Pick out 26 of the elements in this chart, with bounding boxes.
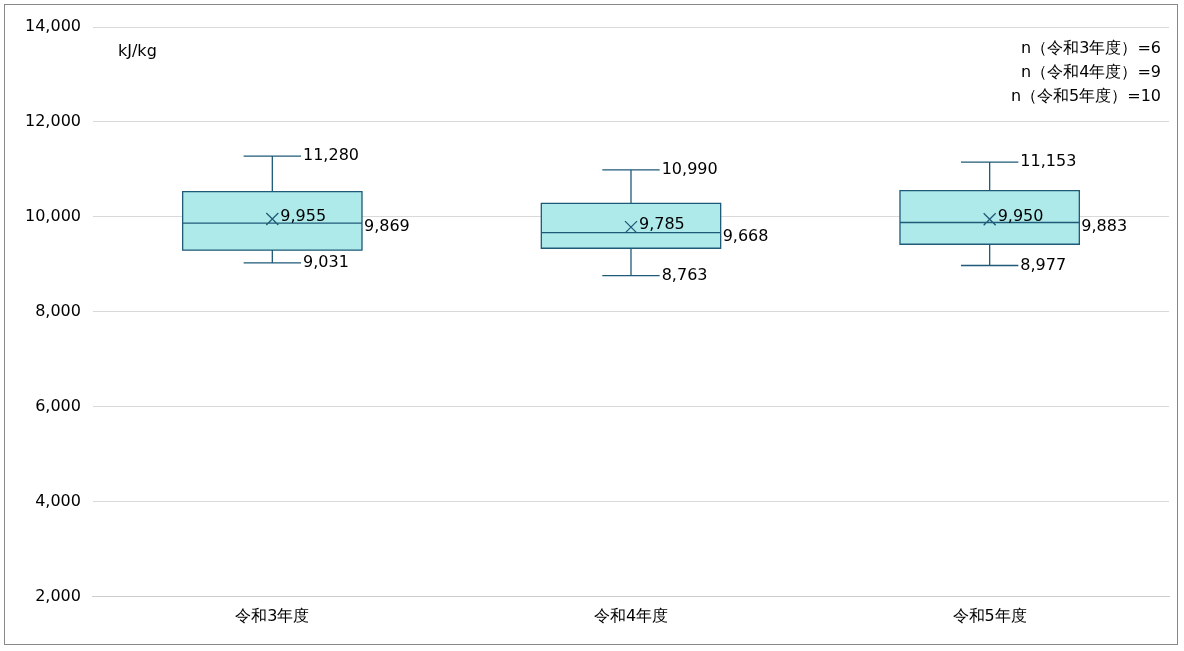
annotation: 9,031 <box>303 252 349 272</box>
x-tick-label: 令和3年度 <box>235 605 310 625</box>
annotation: 9,785 <box>638 214 685 234</box>
annotation: 9,883 <box>1081 215 1128 235</box>
y-tick-label: 14,000 <box>25 16 81 36</box>
y-axis-title: kJ/kg <box>117 41 157 61</box>
annotation: 9,955 <box>280 206 327 226</box>
y-tick-label: 2,000 <box>35 585 81 605</box>
annotation: 10,990 <box>661 159 718 179</box>
annotation: n（令和3年度）=6 <box>1021 38 1161 58</box>
annotation: 9,869 <box>363 216 410 236</box>
y-tick-label: 6,000 <box>35 396 81 416</box>
annotation: n（令和5年度）=10 <box>1010 86 1161 106</box>
y-tick-label: 10,000 <box>25 206 81 226</box>
annotation: 9,950 <box>997 206 1044 226</box>
x-tick-label: 令和4年度 <box>593 605 669 625</box>
y-tick-label: 8,000 <box>35 301 81 321</box>
annotation: 11,153 <box>1020 151 1077 171</box>
annotation: 8,763 <box>661 264 708 284</box>
annotation: 11,280 <box>303 145 359 165</box>
annotation: 9,668 <box>722 225 769 245</box>
y-tick-label: 12,000 <box>25 111 81 131</box>
annotation: 8,977 <box>1020 254 1067 274</box>
y-tick-label: 4,000 <box>35 490 81 510</box>
x-tick-label: 令和5年度 <box>952 605 1027 625</box>
annotation: n（令和4年度）=9 <box>1021 62 1161 82</box>
